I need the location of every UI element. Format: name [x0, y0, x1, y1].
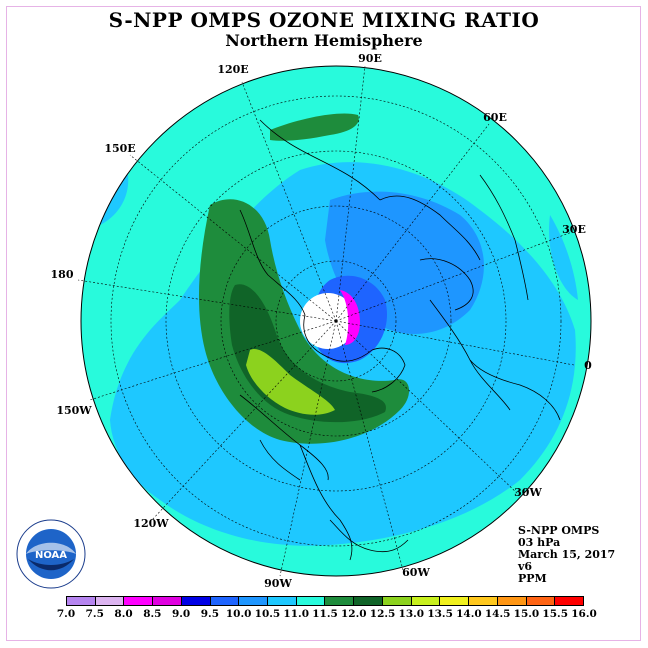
colorbar-segment — [497, 597, 527, 605]
colorbar-segment — [95, 597, 125, 605]
colorbar-segment — [382, 597, 412, 605]
field-11-11-5-north — [270, 113, 359, 141]
lon-label-60e: 60E — [483, 111, 507, 124]
lon-label-120w: 120W — [133, 517, 169, 530]
info-level: 03 hPa — [518, 536, 561, 549]
pole-hole — [300, 293, 356, 349]
colorbar-segment — [239, 597, 269, 605]
page-subtitle: Northern Hemisphere — [225, 31, 423, 50]
colorbar-tick-label: 13.5 — [427, 608, 453, 620]
longitude-lines — [77, 65, 575, 577]
info-units: PPM — [518, 572, 547, 585]
colorbar-tick-label: 12.5 — [369, 608, 396, 620]
colorbar-tick-label: 14.0 — [456, 608, 482, 620]
lon-label-150e: 150E — [104, 142, 135, 155]
info-instrument: S-NPP OMPS — [518, 524, 600, 537]
colorbar-tick-label: 12.0 — [340, 608, 367, 620]
colorbar-tick-label: 13.0 — [398, 608, 425, 620]
lon-label-120e: 120E — [217, 63, 248, 76]
colorbar-segment — [440, 597, 470, 605]
colorbar-tick-label: 10.5 — [254, 608, 281, 620]
colorbar-tick-label: 11.5 — [312, 608, 338, 620]
lon-label-30e: 30E — [562, 223, 586, 236]
colorbar-segment — [153, 597, 182, 605]
field-8-8-5 — [340, 290, 360, 345]
info-version: v6 — [518, 560, 533, 573]
colorbar-tick-label: 8.5 — [143, 608, 162, 620]
colorbar-tick-label: 9.0 — [171, 608, 191, 620]
colorbar-tick-label: 10.0 — [225, 608, 252, 620]
colorbar-segment — [411, 597, 441, 605]
colorbar-segment — [354, 597, 383, 605]
colorbar-segment — [526, 597, 556, 605]
frame-border — [6, 6, 641, 641]
colorbar — [66, 596, 584, 606]
lon-label-90e: 90E — [358, 52, 382, 65]
colorbar-tick-label: 11.0 — [283, 608, 310, 620]
noaa-logo: NOAA — [16, 519, 86, 589]
lon-label-60w: 60W — [402, 566, 430, 579]
colorbar-segment — [469, 597, 498, 605]
colorbar-segment — [67, 597, 96, 605]
colorbar-segment — [124, 597, 154, 605]
map-border — [80, 65, 592, 577]
colorbar-tick-label: 15.0 — [513, 608, 540, 620]
colorbar-labels: 7.0 7.5 8.0 8.5 9.0 9.5 10.0 10.5 11.0 11.5 12.0 12… — [57, 608, 597, 622]
colorbar-tick-label: 16.0 — [571, 608, 597, 620]
colorbar-tick-label: 7.5 — [85, 608, 104, 620]
colorbar-segment — [296, 597, 326, 605]
colorbar-tick-label: 14.5 — [484, 608, 511, 620]
lon-label-180: 180 — [51, 268, 74, 281]
field-10-10-5-se — [549, 215, 578, 300]
info-date: March 15, 2017 — [518, 548, 616, 561]
logo-text: NOAA — [35, 550, 67, 561]
colorbar-tick-label: 8.0 — [114, 608, 133, 620]
colorbar-tick-label: 15.5 — [542, 608, 569, 620]
lon-label-90w: 90W — [264, 577, 292, 590]
info-box: S-NPP OMPS 03 hPa March 15, 2017 v6 PPM — [518, 525, 615, 585]
colorbar-tick-label: 7.0 — [56, 608, 76, 620]
colorbar-segment — [268, 597, 297, 605]
lon-label-30w: 30W — [514, 486, 542, 499]
colorbar-tick-label: 9.5 — [200, 608, 220, 620]
lon-label-0: 0 — [584, 359, 592, 372]
latitude-circles — [110, 95, 562, 547]
colorbar-segment — [210, 597, 240, 605]
colorbar-segment — [181, 597, 211, 605]
lon-label-150w: 150W — [56, 404, 92, 417]
page-title: S-NPP OMPS OZONE MIXING RATIO — [108, 8, 540, 32]
colorbar-segment — [325, 597, 355, 605]
field-12-12-5 — [246, 349, 335, 415]
colorbar-segment — [555, 597, 583, 605]
coastlines — [239, 119, 561, 561]
